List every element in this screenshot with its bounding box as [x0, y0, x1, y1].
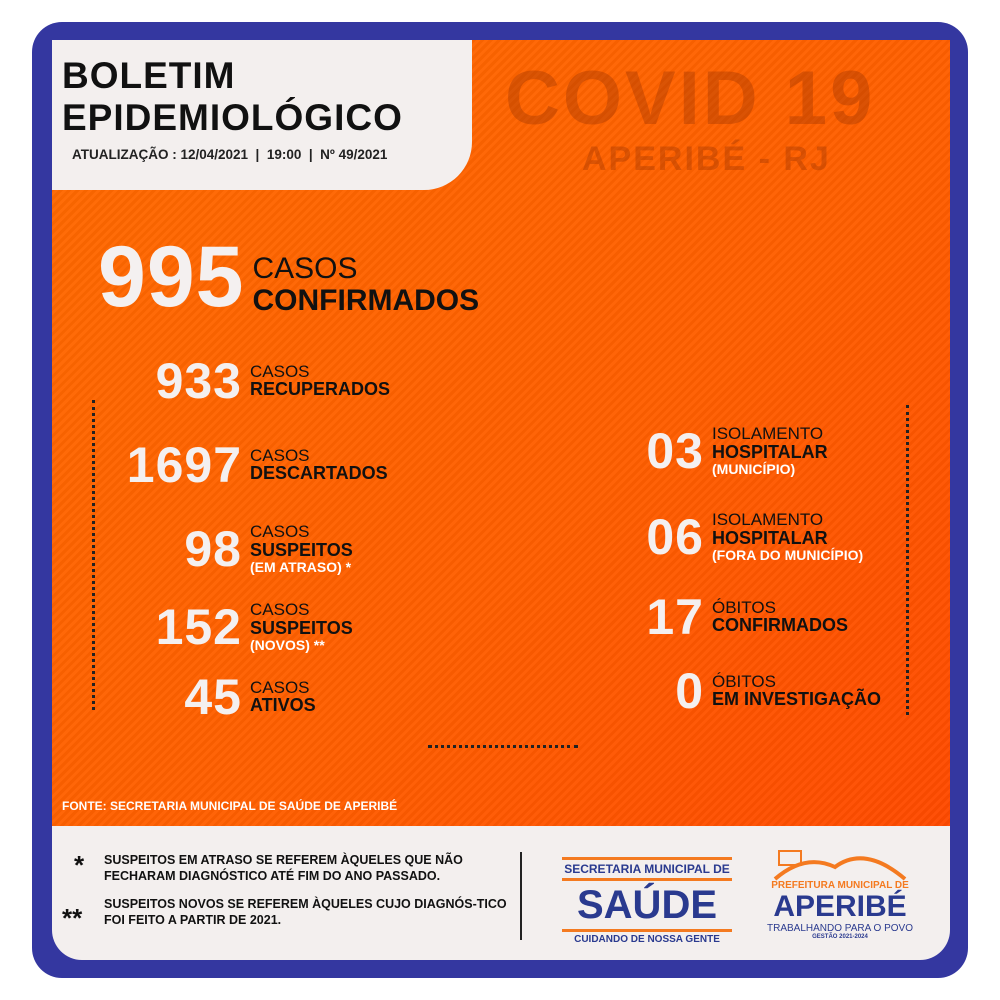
stat-note: (MUNICÍPIO) — [712, 461, 796, 478]
stat-note: (NOVOS) ** — [250, 637, 325, 654]
logo-text: SAÚDE — [576, 883, 718, 927]
stat-number: 17 — [646, 589, 704, 645]
dotted-divider — [92, 400, 95, 710]
stat-label: CASOS — [250, 445, 310, 465]
logo-text: CUIDANDO DE NOSSA GENTE — [574, 934, 720, 945]
footer-panel — [52, 826, 950, 960]
stat-label-bold: HOSPITALAR — [712, 442, 828, 463]
stat-label-bold: RECUPERADOS — [250, 379, 391, 400]
stat-note: (FORA DO MUNICÍPIO) — [712, 547, 864, 564]
stat-item: 98 CASOS SUSPEITOS (EM ATRASO) * — [90, 520, 353, 578]
stat-label: CASOS — [250, 600, 310, 620]
stat-label-bold: DESCARTADOS — [250, 463, 388, 484]
title-line1: BOLETIM — [62, 55, 236, 96]
stat-number: 0 — [675, 663, 704, 719]
logo-text: APERIBÉ — [773, 890, 907, 923]
stat-label-bold: CONFIRMADOS — [252, 283, 480, 317]
logo-text: PREFEITURA MUNICIPAL DE — [771, 880, 909, 891]
stat-label-bold: SUSPEITOS — [250, 540, 353, 561]
handshake-hill-icon — [773, 850, 907, 881]
note-text: SUSPEITOS NOVOS SE REFEREM ÀQUELES CUJO … — [104, 897, 507, 927]
note-mark: * — [74, 850, 85, 880]
covid-watermark: COVID 19 — [505, 56, 876, 141]
stat-item: 0 ÓBITOS EM INVESTIGAÇÃO — [600, 662, 881, 720]
stat-label: ISOLAMENTO — [712, 510, 824, 530]
stat-number: 995 — [98, 229, 245, 325]
stat-item: 17 ÓBITOS CONFIRMADOS — [600, 588, 848, 646]
location-watermark: APERIBÉ - RJ — [582, 140, 831, 178]
stat-number: 933 — [155, 353, 242, 409]
stat-label: CASOS — [250, 361, 310, 381]
stat-label: CASOS — [250, 522, 310, 542]
header-box — [52, 40, 472, 190]
stat-label: ÓBITOS — [712, 671, 776, 691]
stat-item: 03 ISOLAMENTO HOSPITALAR (MUNICÍPIO) — [600, 422, 828, 480]
dotted-divider — [906, 405, 909, 715]
update-info: ATUALIZAÇÃO : 12/04/2021 | 19:00 | Nº 49… — [72, 147, 388, 162]
stat-item: 45 CASOS ATIVOS — [90, 668, 316, 726]
source-text: FONTE: SECRETARIA MUNICIPAL DE SAÚDE DE … — [62, 799, 398, 813]
logo-text: GESTÃO 2021-2024 — [812, 934, 868, 940]
stat-note: (EM ATRASO) * — [250, 559, 352, 576]
stat-number: 98 — [184, 521, 242, 577]
stat-label-bold: SUSPEITOS — [250, 618, 353, 639]
stat-label-bold: EM INVESTIGAÇÃO — [712, 689, 882, 710]
stat-item: 152 CASOS SUSPEITOS (NOVOS) ** — [90, 598, 353, 656]
stat-label: CASOS — [250, 677, 310, 697]
stat-number: 06 — [646, 509, 704, 565]
stat-label-bold: HOSPITALAR — [712, 528, 828, 549]
stat-label: ÓBITOS — [712, 597, 776, 617]
stat-item: 06 ISOLAMENTO HOSPITALAR (FORA DO MUNICÍPIO… — [600, 508, 863, 566]
stat-confirmed: 995 CASOS CONFIRMADOS — [98, 228, 479, 327]
stat-number: 45 — [184, 669, 242, 725]
stat-item: 933 CASOS RECUPERADOS — [90, 352, 390, 410]
stat-number: 03 — [646, 423, 704, 479]
stat-label-bold: ATIVOS — [250, 695, 316, 716]
title-line2: EPIDEMIOLÓGICO — [62, 97, 403, 138]
footer-separator — [520, 852, 522, 940]
logo-text: SECRETARIA MUNICIPAL DE — [564, 862, 730, 876]
dotted-divider — [428, 745, 578, 748]
stat-item: 1697 CASOS DESCARTADOS — [90, 436, 388, 494]
stat-label-bold: CONFIRMADOS — [712, 615, 848, 636]
stat-label: CASOS — [252, 252, 358, 285]
note-text: SUSPEITOS EM ATRASO SE REFEREM ÀQUELES Q… — [104, 853, 463, 883]
stat-number: 1697 — [126, 437, 242, 493]
stat-number: 152 — [155, 599, 242, 655]
saude-logo: SECRETARIA MUNICIPAL DE SAÚDE CUIDANDO D… — [562, 855, 732, 945]
logo-text: TRABALHANDO PARA O POVO — [767, 923, 913, 934]
bulletin-title: BOLETIM EPIDEMIOLÓGICO — [62, 55, 403, 139]
stat-label: ISOLAMENTO — [712, 424, 824, 444]
note-mark: ** — [62, 903, 83, 933]
prefeitura-logo: PREFEITURA MUNICIPAL DE APERIBÉ TRABALHA… — [765, 845, 915, 940]
